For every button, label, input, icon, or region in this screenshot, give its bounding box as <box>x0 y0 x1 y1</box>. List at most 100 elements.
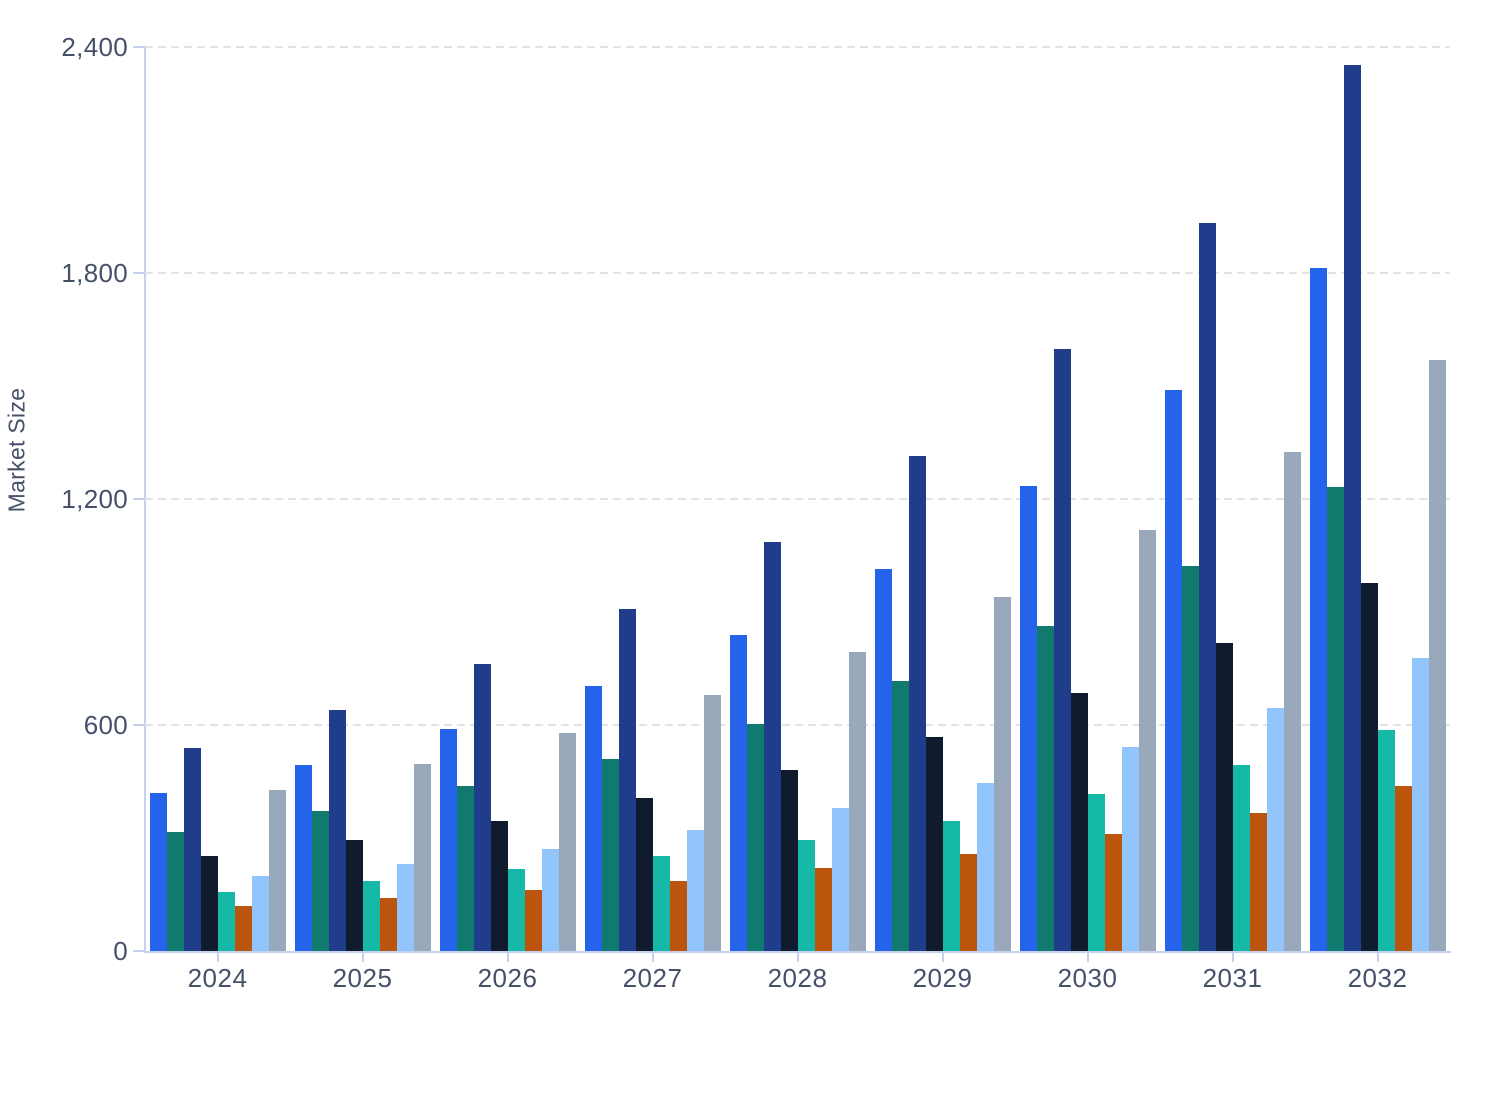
plot-area <box>144 46 1451 953</box>
bar-2029-blue <box>874 568 892 951</box>
x-tick-label-2032: 2032 <box>1347 963 1408 993</box>
x-tick-label-2026: 2026 <box>477 963 538 993</box>
x-tick-label-2025: 2025 <box>332 963 393 993</box>
bar-2032-mint <box>1377 729 1395 951</box>
bar-2026-light-blue <box>541 848 559 951</box>
x-tick-mark-2030 <box>1086 952 1089 962</box>
bar-2024-navy <box>183 747 201 951</box>
bar-2031-burnt-orange <box>1249 813 1267 951</box>
bar-2025-midnight <box>345 839 363 951</box>
bar-2032-light-blue <box>1411 657 1429 951</box>
bar-2031-slate-gray <box>1283 451 1301 951</box>
bar-2032-blue <box>1309 268 1327 951</box>
bar-2029-midnight <box>925 737 943 951</box>
bar-2030-burnt-orange <box>1104 834 1122 951</box>
bar-2031-dark-teal <box>1181 566 1199 951</box>
y-tick-mark-2400 <box>133 46 145 48</box>
bar-2027-light-blue <box>686 830 704 951</box>
bar-2027-midnight <box>635 798 653 951</box>
x-tick-label-2027: 2027 <box>622 963 683 993</box>
bar-2031-light-blue <box>1266 707 1284 951</box>
bar-2029-light-blue <box>976 783 994 951</box>
x-tick-mark-2029 <box>941 952 944 962</box>
bar-2031-blue <box>1164 389 1182 951</box>
x-tick-label-2029: 2029 <box>912 963 973 993</box>
x-tick-mark-2025 <box>361 952 364 962</box>
bar-2027-slate-gray <box>703 695 721 951</box>
gridline-1200 <box>145 498 1450 500</box>
bar-2027-blue <box>584 686 602 951</box>
bar-2030-light-blue <box>1121 747 1139 951</box>
bar-2030-slate-gray <box>1138 530 1156 951</box>
y-tick-mark-0 <box>133 950 145 952</box>
bar-2026-slate-gray <box>558 732 576 951</box>
x-tick-mark-2032 <box>1376 952 1379 962</box>
bar-2025-slate-gray <box>413 763 431 951</box>
bar-2028-navy <box>763 541 781 951</box>
bar-2031-navy <box>1198 222 1216 951</box>
bar-2032-burnt-orange <box>1394 786 1412 951</box>
bar-2032-slate-gray <box>1428 359 1446 951</box>
x-tick-label-2030: 2030 <box>1057 963 1118 993</box>
bar-2025-blue <box>294 764 312 951</box>
bar-2029-burnt-orange <box>959 853 977 951</box>
bar-2025-dark-teal <box>311 811 329 951</box>
gridline-1800 <box>145 272 1450 274</box>
bar-2027-mint <box>652 856 670 951</box>
bar-2026-mint <box>507 869 525 951</box>
bar-2024-slate-gray <box>268 789 286 951</box>
bar-2030-blue <box>1019 486 1037 951</box>
bar-2026-navy <box>473 663 491 951</box>
bar-2030-navy <box>1053 349 1071 951</box>
bar-2028-midnight <box>780 770 798 951</box>
y-tick-mark-1200 <box>133 498 145 500</box>
x-tick-mark-2031 <box>1231 952 1234 962</box>
x-tick-label-2024: 2024 <box>187 963 248 993</box>
bar-2032-navy <box>1343 65 1361 951</box>
bar-2026-blue <box>439 728 457 951</box>
x-tick-label-2028: 2028 <box>767 963 828 993</box>
bar-2024-burnt-orange <box>234 906 252 951</box>
x-tick-mark-2026 <box>506 952 509 962</box>
gridline-2400 <box>145 46 1450 48</box>
bar-2025-light-blue <box>396 863 414 951</box>
bar-2026-burnt-orange <box>524 890 542 951</box>
bar-2025-burnt-orange <box>379 898 397 951</box>
x-tick-mark-2027 <box>651 952 654 962</box>
bar-2028-blue <box>729 634 747 951</box>
bar-2032-dark-teal <box>1326 486 1344 951</box>
bar-2030-midnight <box>1070 693 1088 951</box>
bar-2027-burnt-orange <box>669 880 687 951</box>
bar-2024-mint <box>217 891 235 951</box>
y-tick-label-2400: 2,400 <box>61 32 128 62</box>
y-tick-mark-600 <box>133 724 145 726</box>
bar-2026-dark-teal <box>456 786 474 951</box>
bar-2028-burnt-orange <box>814 867 832 951</box>
bar-2031-mint <box>1232 764 1250 951</box>
bar-2028-light-blue <box>831 808 849 951</box>
x-tick-mark-2024 <box>216 952 219 962</box>
x-tick-mark-2028 <box>796 952 799 962</box>
bar-2024-midnight <box>200 856 218 951</box>
y-tick-mark-1800 <box>133 272 145 274</box>
bar-2030-mint <box>1087 793 1105 951</box>
y-tick-label-600: 600 <box>83 710 128 740</box>
bar-2029-navy <box>908 456 926 951</box>
bar-2029-dark-teal <box>891 680 909 951</box>
bar-2031-midnight <box>1215 642 1233 951</box>
bar-2027-navy <box>618 608 636 951</box>
y-tick-label-1800: 1,800 <box>61 258 128 288</box>
bar-2024-light-blue <box>251 876 269 951</box>
bar-2028-dark-teal <box>746 723 764 951</box>
bar-2025-mint <box>362 881 380 951</box>
y-axis-line <box>144 47 146 953</box>
bar-2026-midnight <box>490 820 508 951</box>
bar-2032-midnight <box>1360 583 1378 951</box>
x-tick-label-2031: 2031 <box>1202 963 1263 993</box>
bar-2025-navy <box>328 709 346 951</box>
bar-2029-mint <box>942 821 960 951</box>
bar-2024-dark-teal <box>166 831 184 951</box>
y-tick-label-1200: 1,200 <box>61 484 128 514</box>
bar-2030-dark-teal <box>1036 626 1054 951</box>
